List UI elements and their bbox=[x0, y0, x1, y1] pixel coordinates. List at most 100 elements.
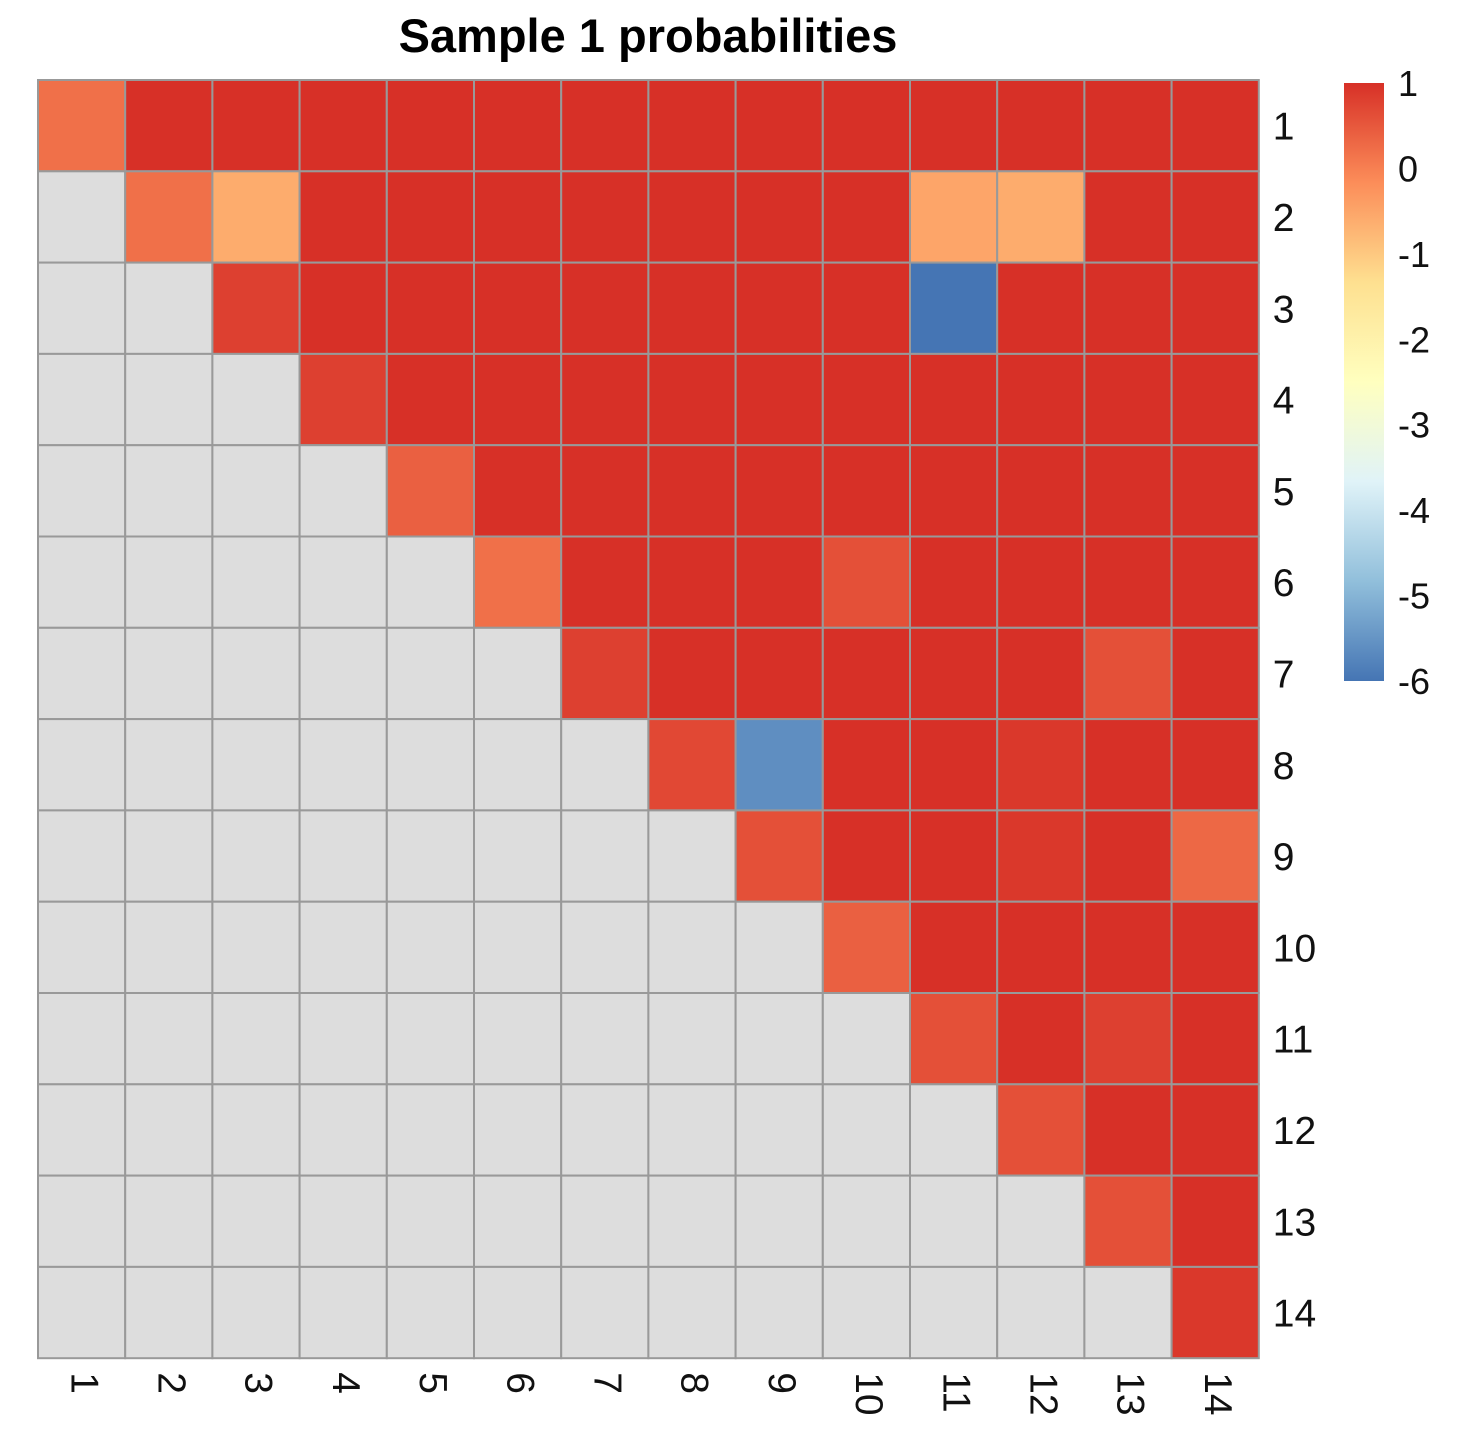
column-label-6: 6 bbox=[498, 1372, 541, 1394]
heatmap-cell-r1-c14 bbox=[1170, 79, 1260, 173]
column-labels: 1 2 3 4 5 6 7 8 9 10 11 12 13 14 bbox=[62, 1372, 1239, 1415]
heatmap-cell-r2-c7 bbox=[560, 170, 650, 264]
heatmap-cell-r1-c6 bbox=[473, 79, 563, 173]
heatmap-cell-r8-c4 bbox=[298, 718, 388, 812]
heatmap-cell-r3-c6 bbox=[473, 261, 563, 355]
heatmap-cell-r8-c5 bbox=[385, 718, 475, 812]
heatmap-cell-r13-c4 bbox=[298, 1174, 388, 1268]
heatmap-cell-r7-c7 bbox=[560, 626, 650, 721]
heatmap-cell-r10-c9 bbox=[734, 900, 824, 995]
row-label-1: 1 bbox=[1273, 106, 1295, 149]
heatmap-cell-r11-c14 bbox=[1170, 992, 1260, 1086]
heatmap-cell-r9-c12 bbox=[996, 809, 1086, 903]
heatmap-cell-r13-c13 bbox=[1083, 1174, 1173, 1268]
heatmap-cell-r3-c3 bbox=[211, 261, 301, 355]
column-label-3: 3 bbox=[237, 1372, 280, 1394]
heatmap-cell-r11-c11 bbox=[909, 992, 999, 1086]
row-label-10: 10 bbox=[1273, 927, 1316, 970]
row-label-12: 12 bbox=[1273, 1110, 1316, 1153]
heatmap-cell-r4-c2 bbox=[124, 352, 214, 447]
heatmap-cell-r8-c12 bbox=[996, 718, 1086, 812]
heatmap-cell-r5-c8 bbox=[647, 444, 737, 538]
heatmap-cell-r14-c1 bbox=[37, 1265, 127, 1360]
heatmap-cell-r2-c8 bbox=[647, 170, 737, 264]
heatmap-cell-r7-c12 bbox=[996, 626, 1086, 721]
heatmap-cell-r10-c6 bbox=[473, 900, 563, 995]
column-label-4: 4 bbox=[324, 1372, 367, 1394]
heatmap-cell-r14-c6 bbox=[473, 1265, 563, 1360]
heatmap-cell-r8-c8 bbox=[647, 718, 737, 812]
heatmap-cell-r14-c8 bbox=[647, 1265, 737, 1360]
heatmap-cell-r2-c10 bbox=[821, 170, 911, 264]
heatmap-cell-r5-c3 bbox=[211, 444, 301, 538]
heatmap-cell-r6-c3 bbox=[211, 535, 301, 629]
heatmap-cell-r10-c2 bbox=[124, 900, 214, 995]
heatmap-cell-r13-c14 bbox=[1170, 1174, 1260, 1268]
column-label-13: 13 bbox=[1109, 1372, 1152, 1415]
heatmap-cell-r3-c13 bbox=[1083, 261, 1173, 355]
row-label-4: 4 bbox=[1273, 380, 1295, 423]
heatmap-cell-r5-c13 bbox=[1083, 444, 1173, 538]
heatmap-cell-r10-c11 bbox=[909, 900, 999, 995]
heatmap-cell-r6-c6 bbox=[473, 535, 563, 629]
row-label-3: 3 bbox=[1273, 288, 1295, 331]
heatmap-cell-r12-c8 bbox=[647, 1083, 737, 1177]
heatmap-cell-r2-c11 bbox=[909, 170, 999, 264]
heatmap-cell-r11-c6 bbox=[473, 992, 563, 1086]
heatmap-cell-r12-c6 bbox=[473, 1083, 563, 1177]
heatmap-cell-r3-c4 bbox=[298, 261, 388, 355]
column-label-12: 12 bbox=[1022, 1372, 1065, 1415]
heatmap-cell-r6-c8 bbox=[647, 535, 737, 629]
heatmap-cell-r2-c5 bbox=[385, 170, 475, 264]
heatmap-cell-r10-c4 bbox=[298, 900, 388, 995]
chart-title: Sample 1 probabilities bbox=[399, 9, 898, 62]
heatmap-cell-r11-c5 bbox=[385, 992, 475, 1086]
row-label-6: 6 bbox=[1273, 562, 1295, 605]
heatmap-cell-r1-c5 bbox=[385, 79, 475, 173]
heatmap-cell-r1-c12 bbox=[996, 79, 1086, 173]
heatmap-cell-r10-c12 bbox=[996, 900, 1086, 995]
legend-tick--3: -3 bbox=[1398, 405, 1430, 446]
legend-tick-0: 0 bbox=[1398, 148, 1418, 189]
heatmap-cell-r7-c14 bbox=[1170, 626, 1260, 721]
heatmap-cell-r3-c1 bbox=[37, 261, 127, 355]
heatmap-cell-r1-c8 bbox=[647, 79, 737, 173]
heatmap-cell-r7-c10 bbox=[821, 626, 911, 721]
legend-tick--5: -5 bbox=[1398, 576, 1430, 617]
heatmap-cell-r10-c5 bbox=[385, 900, 475, 995]
heatmap-cell-r5-c10 bbox=[821, 444, 911, 538]
heatmap-cell-r3-c11 bbox=[909, 261, 999, 355]
heatmap-cell-r7-c13 bbox=[1083, 626, 1173, 721]
column-label-14: 14 bbox=[1196, 1372, 1239, 1415]
heatmap-cell-r13-c3 bbox=[211, 1174, 301, 1268]
heatmap-cell-r13-c1 bbox=[37, 1174, 127, 1268]
heatmap-cell-r4-c5 bbox=[385, 352, 475, 447]
heatmap-cell-r3-c8 bbox=[647, 261, 737, 355]
heatmap-cell-r9-c7 bbox=[560, 809, 650, 903]
heatmap-cell-r8-c1 bbox=[37, 718, 127, 812]
heatmap-cell-r9-c5 bbox=[385, 809, 475, 903]
heatmap-cell-r1-c2 bbox=[124, 79, 214, 173]
heatmap-cell-r14-c7 bbox=[560, 1265, 650, 1360]
row-label-8: 8 bbox=[1273, 745, 1295, 788]
heatmap-cell-r11-c4 bbox=[298, 992, 388, 1086]
heatmap-cell-r5-c4 bbox=[298, 444, 388, 538]
heatmap-cell-r2-c1 bbox=[37, 170, 127, 264]
heatmap-cell-r8-c2 bbox=[124, 718, 214, 812]
row-label-13: 13 bbox=[1273, 1201, 1316, 1244]
heatmap-cell-r8-c9 bbox=[734, 718, 824, 812]
heatmap-cell-r14-c14 bbox=[1170, 1265, 1260, 1360]
legend-tick-1: 1 bbox=[1398, 63, 1418, 104]
heatmap-cell-r12-c7 bbox=[560, 1083, 650, 1177]
heatmap-cell-r12-c4 bbox=[298, 1083, 388, 1177]
heatmap-cell-r9-c1 bbox=[37, 809, 127, 903]
heatmap-cell-r10-c1 bbox=[37, 900, 127, 995]
heatmap-cell-r2-c4 bbox=[298, 170, 388, 264]
heatmap-cell-r13-c2 bbox=[124, 1174, 214, 1268]
heatmap-cell-r6-c4 bbox=[298, 535, 388, 629]
heatmap-cell-r4-c12 bbox=[996, 352, 1086, 447]
legend-tick--2: -2 bbox=[1398, 319, 1430, 360]
heatmap-cell-r3-c12 bbox=[996, 261, 1086, 355]
heatmap-cell-r7-c9 bbox=[734, 626, 824, 721]
